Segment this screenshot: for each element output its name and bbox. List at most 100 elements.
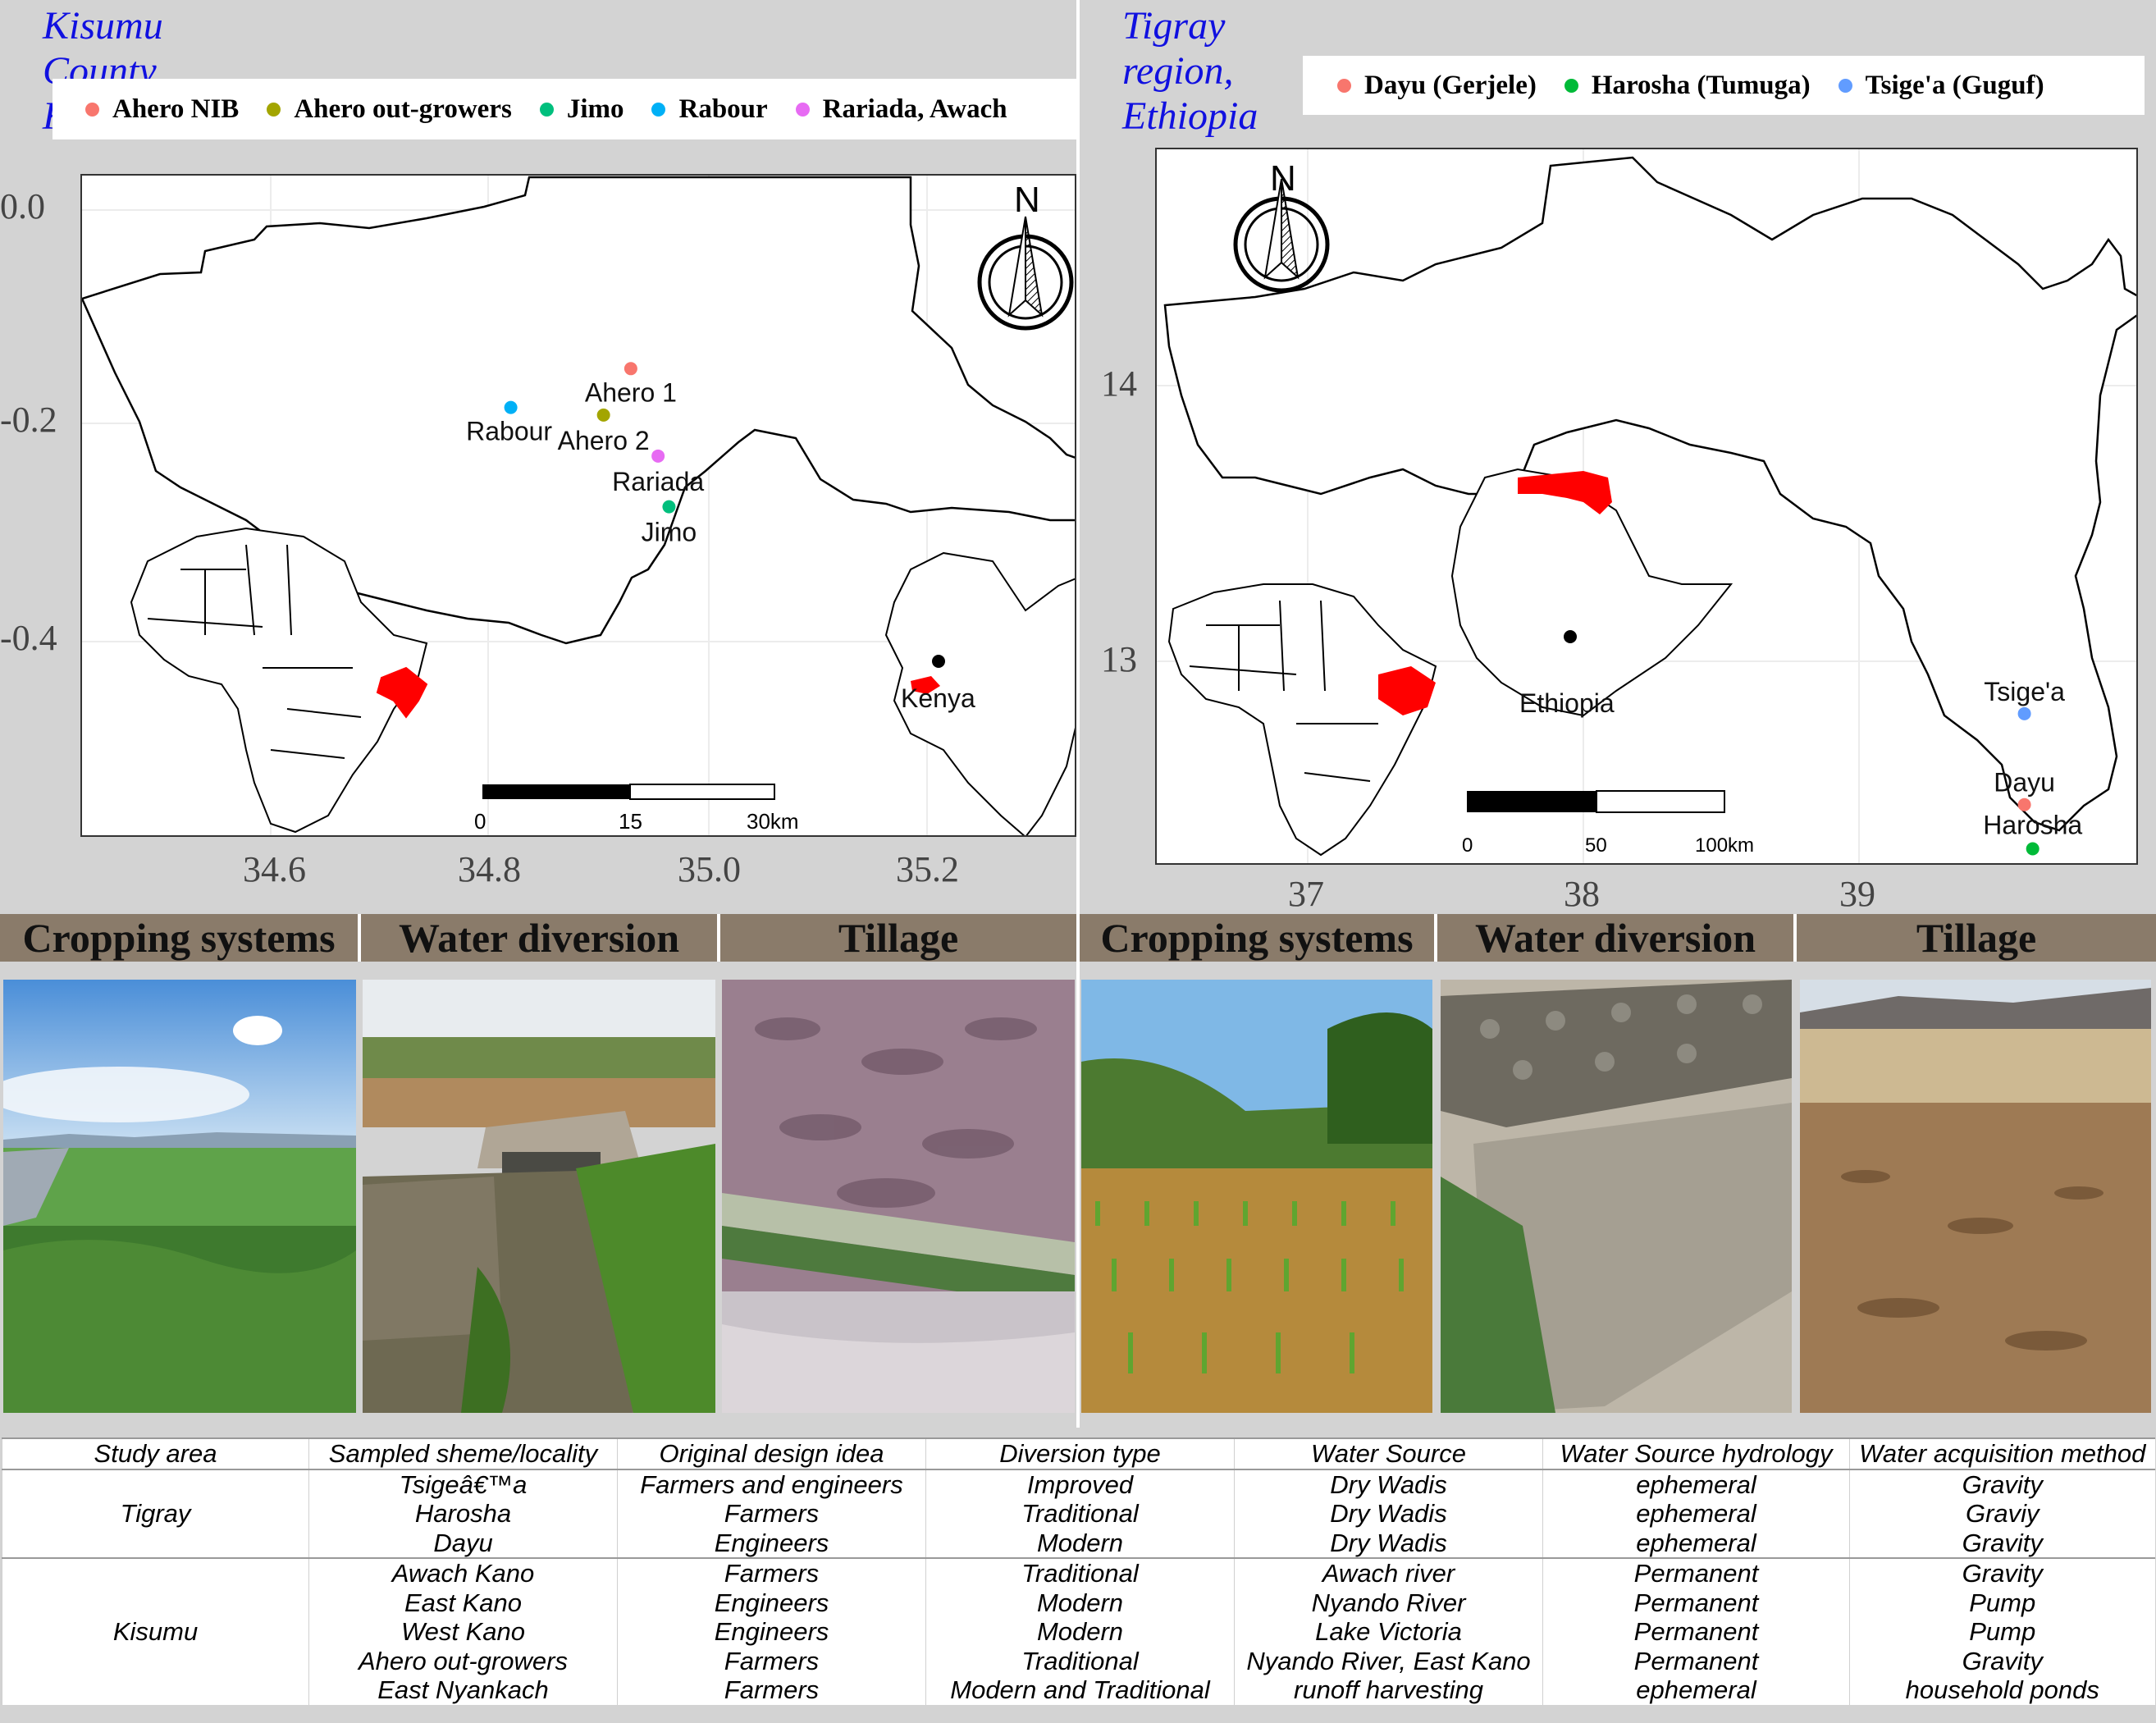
- table-cell: runoff harvesting: [1234, 1675, 1543, 1705]
- table-cell: ephemeral: [1542, 1675, 1850, 1705]
- legend-dot: [795, 102, 810, 117]
- site-point-rariada: [651, 449, 665, 463]
- legend-item-ahero-out-growers: Ahero out-growers: [267, 94, 512, 125]
- ethiopia-x-tick: 37: [1288, 874, 1324, 914]
- photo-header-water-kenya: Water diversion: [361, 914, 720, 962]
- table-cell: Lake Victoria: [1234, 1617, 1543, 1647]
- photo-header-tillage-ethiopia: Tillage: [1797, 914, 2156, 962]
- table-row: Ahero out-growers Farmers Traditional Ny…: [2, 1646, 2155, 1675]
- kenya-capital-dot: [932, 655, 945, 668]
- table-cell: Permanent: [1542, 1646, 1850, 1675]
- table-cell: Dry Wadis: [1234, 1469, 1543, 1499]
- table-header-cell: Diversion type: [925, 1437, 1235, 1470]
- legend-item-rabour: Rabour: [651, 94, 768, 125]
- ethiopia-panel-title: Tigray region, Ethiopia: [1122, 4, 1258, 138]
- table-cell: West Kano: [308, 1617, 618, 1647]
- kenya-legend: Ahero NIB Ahero out-growers Jimo Rabour …: [53, 79, 1076, 139]
- table-cell: Farmers: [617, 1646, 926, 1675]
- table-cell: Modern: [925, 1528, 1235, 1558]
- table-cell: Modern: [925, 1617, 1235, 1647]
- svg-text:0: 0: [474, 809, 486, 834]
- north-arrow-icon: N: [977, 180, 1074, 331]
- table-row: East Kano Engineers Modern Nyando River …: [2, 1588, 2155, 1617]
- site-point-tsige-a: [2017, 706, 2031, 720]
- panel-divider: [1076, 0, 1080, 1428]
- table-header-cell: Original design idea: [617, 1437, 926, 1470]
- table-cell: Nyando River: [1234, 1588, 1543, 1617]
- photo-gabion-diversion: [1441, 980, 1792, 1413]
- table-cell: Gravity: [1849, 1646, 2155, 1675]
- photo-kenya-canal: [363, 980, 715, 1413]
- legend-item-ahero-nib: Ahero NIB: [85, 94, 239, 125]
- table-cell: Ahero out-growers: [308, 1646, 618, 1675]
- legend-dot: [1337, 78, 1351, 93]
- north-arrow-icon: N: [1233, 158, 1330, 293]
- table-cell: household ponds: [1849, 1675, 2155, 1705]
- legend-item-harosha: Harosha (Tumuga): [1564, 71, 1811, 101]
- table-cell: Engineers: [617, 1528, 926, 1558]
- table-cell: Permanent: [1542, 1617, 1850, 1647]
- table-header-cell: Water Source hydrology: [1542, 1437, 1850, 1470]
- site-label: Rariada: [612, 467, 704, 496]
- table-cell: Awach Kano: [308, 1557, 618, 1588]
- site-point-harosha: [2026, 842, 2040, 856]
- ethiopia-map: Ethiopia N 0 50 100km Tsige'a Dayu Harosha: [1155, 148, 2138, 865]
- legend-dot: [85, 102, 99, 117]
- site-point-ahero-2: [596, 408, 610, 422]
- table-cell: ephemeral: [1542, 1528, 1850, 1558]
- table-cell: Tsigeâ€™a: [308, 1469, 618, 1499]
- table-cell: ephemeral: [1542, 1499, 1850, 1529]
- table-cell: Farmers and engineers: [617, 1469, 926, 1499]
- table-row: West Kano Engineers Modern Lake Victoria…: [2, 1617, 2155, 1647]
- table-cell: East Kano: [308, 1588, 618, 1617]
- site-label: Tsige'a: [1984, 677, 2065, 706]
- table-cell: Dayu: [308, 1528, 618, 1558]
- photo-ethiopia-tillage: [1800, 980, 2151, 1413]
- table-cell: Pump: [1849, 1588, 2155, 1617]
- table-cell: East Nyankach: [308, 1675, 618, 1705]
- table-cell: Farmers: [617, 1557, 926, 1588]
- table-area-cell: Tigray: [2, 1469, 309, 1558]
- site-point-dayu: [2017, 798, 2031, 811]
- table-cell: Permanent: [1542, 1557, 1850, 1588]
- kisumu-in-kenya-highlight: [911, 676, 940, 694]
- table-cell: Dry Wadis: [1234, 1499, 1543, 1529]
- legend-dot: [539, 102, 554, 117]
- svg-text:100km: 100km: [1695, 834, 1754, 857]
- table-header-cell: Sampled sheme/locality: [308, 1437, 618, 1470]
- table-row: Harosha Farmers Traditional Dry Wadis ep…: [2, 1499, 2155, 1529]
- table-cell: Modern: [925, 1588, 1235, 1617]
- table-cell: Dry Wadis: [1234, 1528, 1543, 1558]
- legend-item-rariada-awach: Rariada, Awach: [795, 94, 1007, 125]
- photo-header-cropping-kenya: Cropping systems: [0, 914, 361, 962]
- ethiopia-legend: Dayu (Gerjele) Harosha (Tumuga) Tsige'a …: [1303, 56, 2145, 115]
- site-point-ahero-1: [624, 362, 637, 376]
- table-cell: Awach river: [1234, 1557, 1543, 1588]
- photo-header-cropping-ethiopia: Cropping systems: [1080, 914, 1437, 962]
- table-row: Kisumu Awach Kano Farmers Traditional Aw…: [2, 1557, 2155, 1705]
- table-header-cell: Water Source: [1234, 1437, 1543, 1470]
- legend-item-jimo: Jimo: [539, 94, 624, 125]
- site-label: Dayu: [1994, 768, 2055, 798]
- photo-kenya-tillage: [722, 980, 1075, 1413]
- table-cell: Traditional: [925, 1646, 1235, 1675]
- legend-item-dayu: Dayu (Gerjele): [1337, 71, 1537, 101]
- svg-text:0: 0: [1462, 834, 1473, 857]
- site-point-jimo: [662, 500, 676, 514]
- ethiopia-y-tick: 14: [1101, 363, 1137, 404]
- table-cell: Improved: [925, 1469, 1235, 1499]
- table-cell: Traditional: [925, 1557, 1235, 1588]
- site-label: Rabour: [466, 417, 552, 446]
- table-cell: Graviy: [1849, 1499, 2155, 1529]
- table-cell: Gravity: [1849, 1557, 2155, 1588]
- kenya-map: Kenya N 0 15 30km Ahero 1 Ahero 2 Rabour Ra…: [80, 174, 1076, 837]
- table-cell: Engineers: [617, 1588, 926, 1617]
- table-cell: Nyando River, East Kano: [1234, 1646, 1543, 1675]
- photo-maize-field: [1081, 980, 1432, 1413]
- ethiopia-x-tick: 38: [1564, 874, 1600, 914]
- kisumu-inset-highlight: [376, 666, 428, 719]
- table-cell: Farmers: [617, 1499, 926, 1529]
- table-cell: Pump: [1849, 1617, 2155, 1647]
- svg-text:N: N: [1014, 180, 1040, 220]
